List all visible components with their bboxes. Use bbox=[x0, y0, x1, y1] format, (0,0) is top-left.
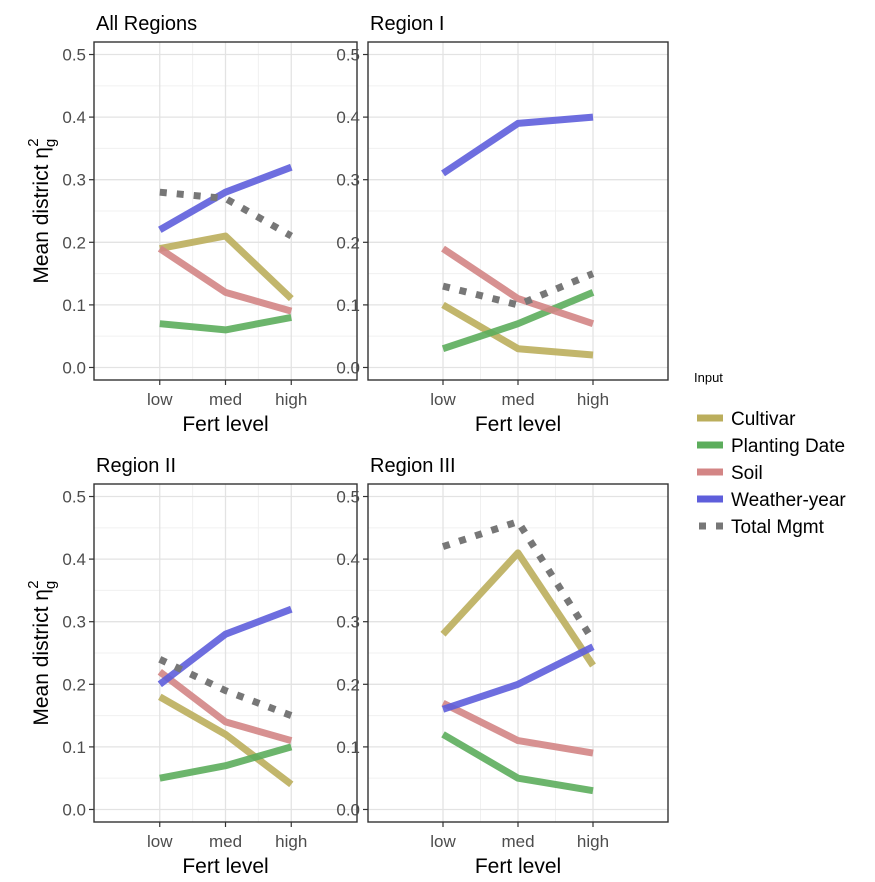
y-tick-label: 0.3 bbox=[336, 171, 360, 190]
series-line-total-mgmt bbox=[158, 656, 293, 719]
x-axis-title: Fert level bbox=[182, 413, 268, 436]
series-line-planting-date bbox=[159, 743, 293, 782]
y-tick-label: 0.5 bbox=[336, 488, 360, 507]
series-line-soil bbox=[157, 669, 293, 744]
y-tick-label: 0.5 bbox=[336, 46, 360, 65]
x-tick-label: high bbox=[275, 390, 307, 409]
panel-title: Region III bbox=[370, 455, 456, 477]
x-tick-label: low bbox=[430, 390, 456, 409]
y-tick-label: 0.3 bbox=[62, 613, 86, 632]
y-tick-label: 0.1 bbox=[336, 738, 360, 757]
y-tick-label: 0.4 bbox=[62, 550, 86, 569]
panel-0: 0.0 0.1 0.2 0.3 0.4 0.5 low med high All Regions F… bbox=[25, 13, 358, 436]
series-line-weather-year bbox=[441, 643, 595, 713]
legend-label: Cultivar bbox=[731, 409, 796, 430]
series-line-weather-year bbox=[441, 113, 594, 177]
panel-title: Region I bbox=[370, 13, 445, 35]
x-tick-label: high bbox=[577, 832, 609, 851]
y-tick-label: 0.2 bbox=[62, 233, 86, 252]
y-tick-label: 0.1 bbox=[336, 296, 360, 315]
series-line-cultivar bbox=[158, 693, 294, 788]
legend-label: Soil bbox=[731, 463, 763, 484]
legend-title: Input bbox=[694, 370, 723, 385]
series-line-soil bbox=[441, 699, 594, 757]
x-tick-label: med bbox=[501, 390, 534, 409]
series-line-cultivar bbox=[440, 549, 596, 668]
y-axis-title: Mean district ηg2 bbox=[25, 138, 59, 283]
y-tick-label: 0.3 bbox=[62, 171, 86, 190]
series-line-cultivar bbox=[159, 232, 294, 302]
series-line-weather-year bbox=[158, 163, 293, 233]
panel-3: 0.0 0.1 0.2 0.3 0.4 0.5 low med high Region III Fe… bbox=[336, 455, 669, 878]
y-tick-label: 0.4 bbox=[62, 108, 86, 127]
x-axis-title: Fert level bbox=[475, 855, 561, 878]
y-tick-label: 0.4 bbox=[336, 108, 360, 127]
x-axis-title: Fert level bbox=[182, 855, 268, 878]
x-axis-title: Fert level bbox=[475, 413, 561, 436]
y-tick-label: 0.5 bbox=[62, 46, 86, 65]
series-line-cultivar bbox=[441, 301, 594, 359]
legend-label: Planting Date bbox=[731, 436, 845, 457]
y-tick-label: 0.1 bbox=[62, 296, 86, 315]
x-tick-label: low bbox=[147, 390, 173, 409]
y-tick-label: 0.2 bbox=[336, 233, 360, 252]
series-line-planting-date bbox=[441, 289, 595, 353]
x-tick-label: med bbox=[501, 832, 534, 851]
legend: Input Cultivar Planting Date Soil Weather-ye… bbox=[694, 370, 846, 538]
y-tick-label: 0.4 bbox=[336, 550, 360, 569]
x-tick-label: low bbox=[147, 832, 173, 851]
y-tick-label: 0.5 bbox=[62, 488, 86, 507]
series-line-soil bbox=[441, 245, 595, 328]
y-tick-label: 0.0 bbox=[336, 358, 360, 377]
series-line-planting-date bbox=[441, 731, 594, 795]
y-tick-label: 0.0 bbox=[336, 800, 360, 819]
series-line-planting-date bbox=[159, 313, 292, 334]
series-line-soil bbox=[157, 245, 293, 315]
y-tick-label: 0.3 bbox=[336, 613, 360, 632]
x-tick-label: high bbox=[275, 832, 307, 851]
y-tick-label: 0.2 bbox=[336, 675, 360, 694]
y-tick-label: 0.0 bbox=[62, 358, 86, 377]
x-tick-label: med bbox=[209, 390, 242, 409]
panel-title: Region II bbox=[96, 455, 176, 477]
x-tick-label: high bbox=[577, 390, 609, 409]
panel-2: 0.0 0.1 0.2 0.3 0.4 0.5 low med high Region II Fer… bbox=[25, 455, 358, 878]
y-tick-label: 0.0 bbox=[62, 800, 86, 819]
series-line-total-mgmt bbox=[159, 188, 294, 240]
x-tick-label: med bbox=[209, 832, 242, 851]
legend-label: Weather-year bbox=[731, 490, 846, 511]
legend-label: Total Mgmt bbox=[731, 517, 825, 538]
x-tick-label: low bbox=[430, 832, 456, 851]
y-axis-title: Mean district ηg2 bbox=[25, 580, 59, 725]
panel-1: 0.0 0.1 0.2 0.3 0.4 0.5 low med high Region I Fert… bbox=[336, 13, 669, 436]
y-tick-label: 0.1 bbox=[62, 738, 86, 757]
series-line-total-mgmt bbox=[441, 518, 596, 643]
panel-title: All Regions bbox=[96, 13, 197, 35]
y-tick-label: 0.2 bbox=[62, 675, 86, 694]
